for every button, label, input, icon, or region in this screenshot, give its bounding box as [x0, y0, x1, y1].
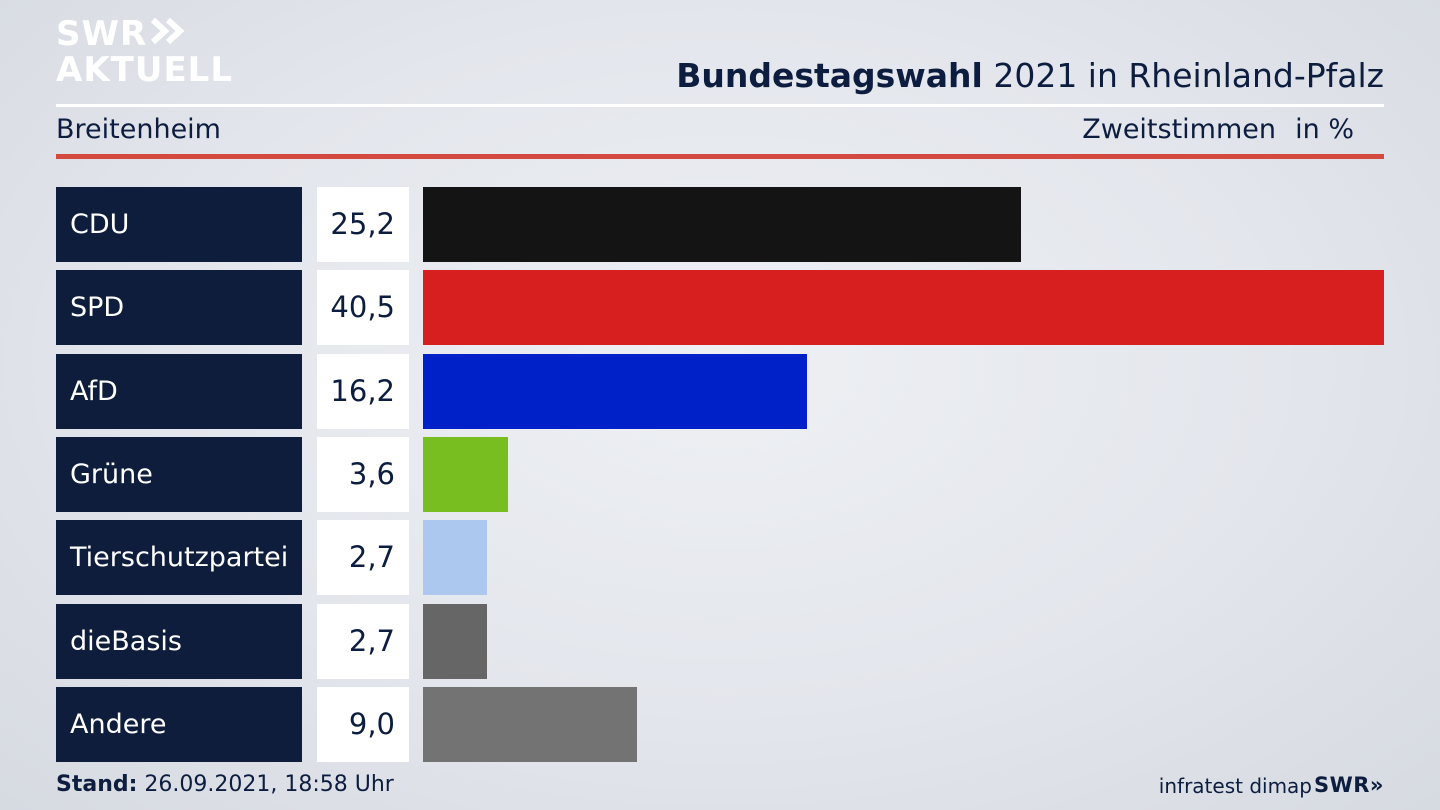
location-label: Breitenheim	[56, 114, 221, 145]
party-label: Tierschutzpartei	[56, 520, 302, 596]
bar	[423, 187, 1021, 262]
party-label: Andere	[56, 686, 302, 762]
bar	[423, 603, 488, 679]
bar	[423, 520, 488, 596]
value-label: 2,7	[317, 603, 409, 679]
title-rest: 2021 in Rheinland-Pfalz	[982, 56, 1384, 95]
party-label: CDU	[56, 187, 302, 262]
bar	[423, 353, 808, 429]
bar	[423, 436, 509, 512]
logo-aktuell-text: AKTUELL	[56, 50, 234, 90]
bar-row: dieBasis 2,7	[56, 603, 1384, 679]
chart-title: Bundestagswahl 2021 in Rheinland-Pfalz	[676, 56, 1384, 95]
stand-value: 26.09.2021, 18:58 Uhr	[137, 772, 394, 797]
bar	[423, 686, 637, 762]
value-label: 25,2	[317, 187, 409, 262]
swr-footer-logo: SWR»	[1313, 773, 1384, 797]
measure-label: Zweitstimmen	[1082, 114, 1276, 145]
logo-chevron-icon	[150, 16, 186, 52]
swr-aktuell-logo: SWR AKTUELL	[56, 14, 234, 90]
accent-divider	[56, 154, 1384, 159]
title-bold: Bundestagswahl	[676, 56, 983, 95]
bar-row: AfD 16,2	[56, 353, 1384, 429]
value-label: 9,0	[317, 686, 409, 762]
party-label: dieBasis	[56, 603, 302, 679]
header-divider	[56, 104, 1384, 107]
bar-row: Tierschutzpartei 2,7	[56, 520, 1384, 596]
source-label: infratest dimap	[1158, 774, 1312, 798]
value-label: 3,6	[317, 436, 409, 512]
bar	[423, 270, 1384, 346]
value-label: 16,2	[317, 353, 409, 429]
bar-row: CDU 25,2	[56, 187, 1384, 262]
value-label: 40,5	[317, 270, 409, 346]
bar-row: Grüne 3,6	[56, 436, 1384, 512]
party-label: AfD	[56, 353, 302, 429]
bar-row: Andere 9,0	[56, 686, 1384, 762]
party-label: SPD	[56, 270, 302, 346]
stand-label: Stand:	[56, 772, 138, 797]
value-label: 2,7	[317, 520, 409, 596]
party-label: Grüne	[56, 436, 302, 512]
timestamp: Stand: 26.09.2021, 18:58 Uhr	[56, 772, 394, 797]
bar-row: SPD 40,5	[56, 270, 1384, 346]
unit-label: in %	[1295, 114, 1354, 145]
logo-swr-text: SWR	[56, 14, 148, 54]
